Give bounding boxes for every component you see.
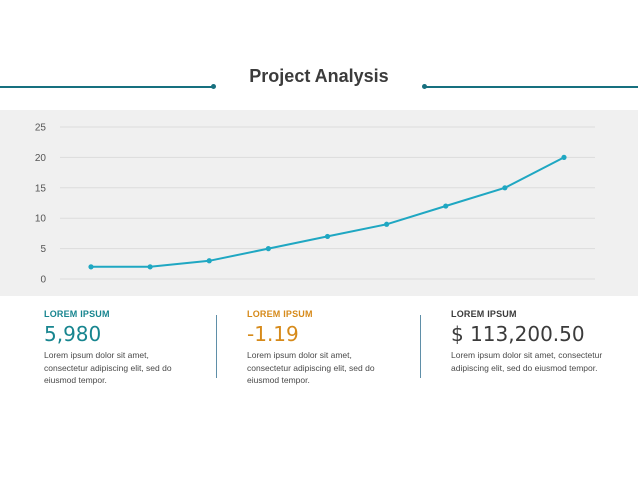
data-point	[206, 258, 212, 264]
data-point	[88, 264, 94, 270]
y-tick-label: 25	[35, 123, 47, 134]
stat-label: LOREM IPSUM	[247, 309, 313, 319]
stat-label: LOREM IPSUM	[451, 309, 517, 319]
title-rule-right-dot	[422, 84, 427, 89]
y-tick-label: 5	[40, 244, 46, 255]
stat-description: Lorem ipsum dolor sit amet, consectetur …	[44, 350, 172, 385]
stat-value: 5,980	[44, 322, 102, 346]
stat-block-3: LOREM IPSUM $ 113,200.50 Lorem ipsum dol…	[451, 309, 611, 374]
title-rule-right	[425, 86, 638, 88]
series-line	[91, 156, 565, 268]
stat-divider	[420, 315, 421, 378]
title-rule-left	[0, 86, 213, 88]
chart-panel: 0 5 10 15 20 25	[0, 110, 638, 296]
data-point	[147, 264, 153, 270]
stat-value: -1.19	[247, 322, 299, 346]
line-chart: 0 5 10 15 20 25	[35, 123, 595, 286]
stat-value: $ 113,200.50	[451, 322, 585, 346]
data-point	[443, 203, 449, 209]
stat-block-2: LOREM IPSUM -1.19 Lorem ipsum dolor sit …	[247, 309, 397, 387]
y-tick-label: 10	[35, 214, 47, 225]
title-rule-left-dot	[211, 84, 216, 89]
data-point	[384, 221, 390, 227]
data-point	[265, 246, 271, 252]
y-tick-label: 0	[40, 275, 46, 286]
stat-divider	[216, 315, 217, 378]
data-point	[561, 154, 567, 160]
y-tick-label: 15	[35, 183, 47, 194]
y-tick-label: 20	[35, 153, 47, 164]
stat-description: Lorem ipsum dolor sit amet, consectetur …	[451, 350, 603, 373]
stat-label: LOREM IPSUM	[44, 309, 110, 319]
stat-description: Lorem ipsum dolor sit amet, consectetur …	[247, 350, 375, 385]
stat-block-1: LOREM IPSUM 5,980 Lorem ipsum dolor sit …	[44, 309, 194, 387]
page-title: Project Analysis	[249, 66, 389, 86]
data-point	[502, 185, 508, 191]
data-point	[324, 233, 331, 240]
